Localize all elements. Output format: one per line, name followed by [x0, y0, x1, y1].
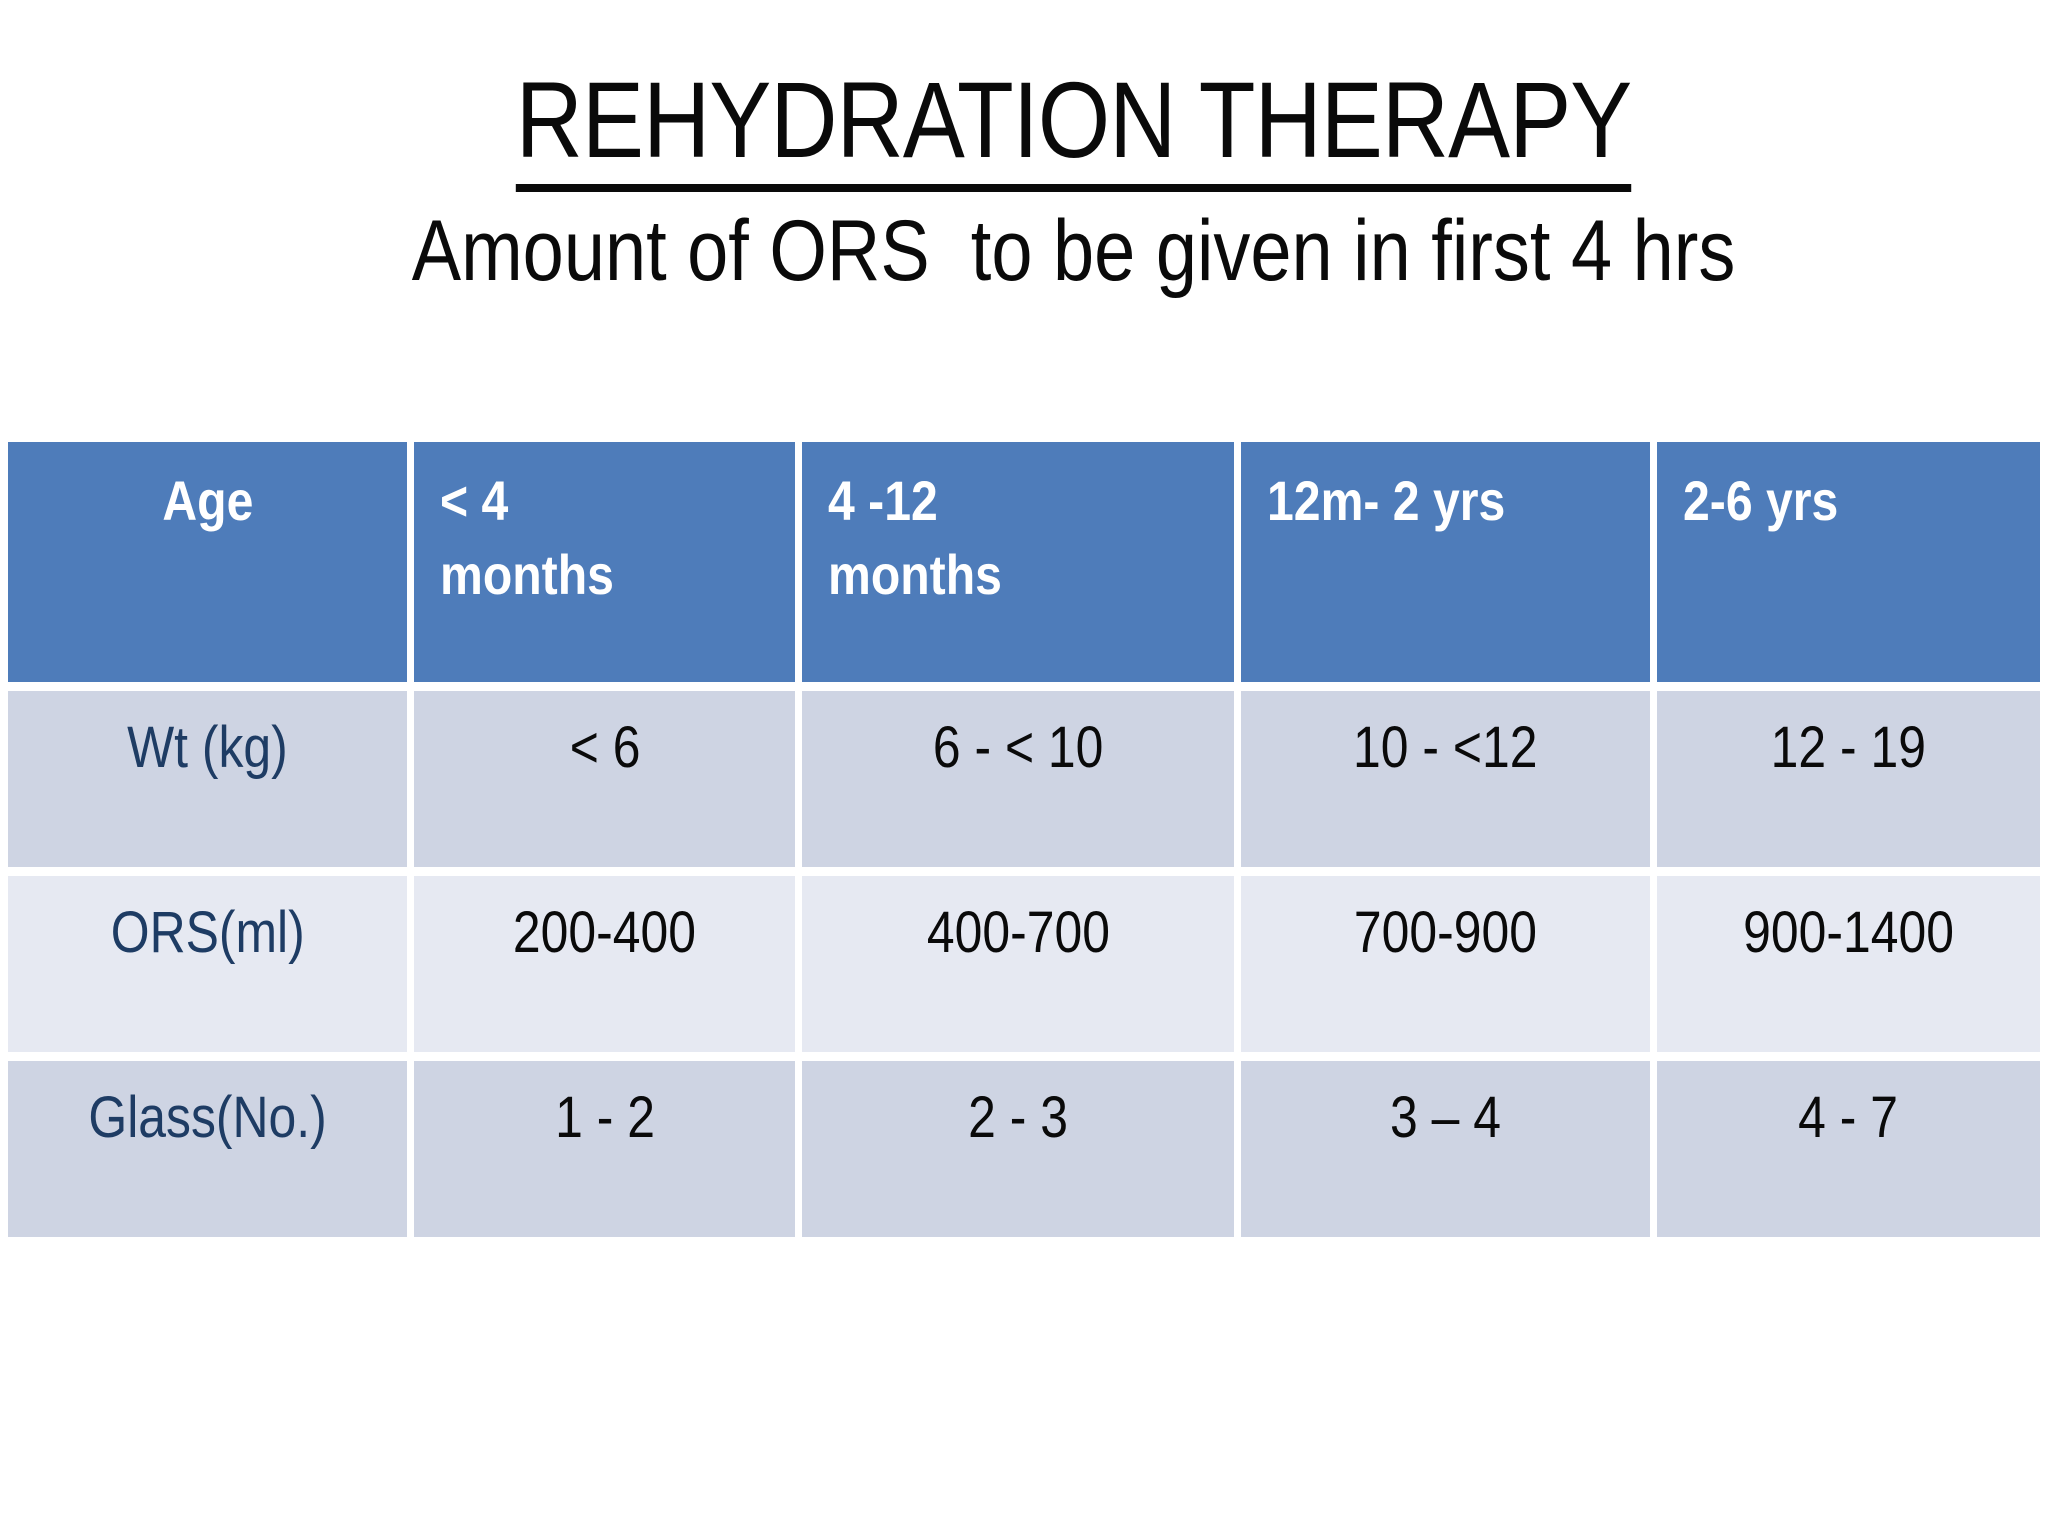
cell-ors-12m-2y: 700-900: [1240, 876, 1650, 1053]
cell-weight-2-6y: 12 - 19: [1656, 691, 2040, 868]
header-cell-age-label: Age: [162, 469, 254, 533]
row-label-weight: Wt (kg): [8, 691, 408, 868]
header-cell-12m-2yrs-label: 12m- 2 yrs: [1266, 469, 1505, 533]
cell-weight-lt4m-text: < 6: [569, 715, 641, 781]
row-label-weight-text: Wt (kg): [127, 715, 288, 781]
ors-dosage-table: Age < 4 months 4 -12 months 12m- 2 yrs 2…: [1, 433, 2047, 1246]
header-cell-2-6yrs: 2-6 yrs: [1656, 442, 2040, 683]
header-cell-age: Age: [8, 442, 408, 683]
row-label-glass: Glass(No.): [8, 1061, 408, 1238]
page-subtitle: Amount of ORS to be given in first 4 hrs: [100, 202, 2048, 301]
cell-glass-2-6y-text: 4 - 7: [1798, 1085, 1899, 1151]
cell-glass-12m-2y-text: 3 – 4: [1389, 1085, 1501, 1151]
cell-ors-2-6y-text: 900-1400: [1743, 900, 1954, 966]
header-cell-4-12-months: 4 -12 months: [802, 442, 1234, 683]
cell-glass-lt4m-text: 1 - 2: [554, 1085, 655, 1151]
cell-weight-12m-2y-text: 10 - <12: [1352, 715, 1538, 781]
cell-glass-2-6y: 4 - 7: [1656, 1061, 2040, 1238]
page-title: REHYDRATION THERAPY: [100, 58, 2048, 193]
cell-weight-4-12m: 6 - < 10: [802, 691, 1234, 868]
cell-ors-4-12m-text: 400-700: [926, 900, 1110, 966]
cell-glass-lt4m: 1 - 2: [414, 1061, 796, 1238]
cell-ors-lt4m: 200-400: [414, 876, 796, 1053]
cell-weight-lt4m: < 6: [414, 691, 796, 868]
header-cell-4-12-months-label: 4 -12 months: [828, 469, 1003, 606]
table-row-glass: Glass(No.) 1 - 2 2 - 3 3 – 4 4 - 7: [8, 1061, 2040, 1238]
cell-ors-12m-2y-text: 700-900: [1353, 900, 1537, 966]
header-cell-lt4-months-label: < 4 months: [440, 469, 615, 606]
cell-weight-12m-2y: 10 - <12: [1240, 691, 1650, 868]
cell-ors-lt4m-text: 200-400: [513, 900, 697, 966]
header-cell-2-6yrs-label: 2-6 yrs: [1682, 469, 1839, 533]
cell-glass-12m-2y: 3 – 4: [1240, 1061, 1650, 1238]
table-header-row: Age < 4 months 4 -12 months 12m- 2 yrs 2…: [8, 442, 2040, 683]
cell-glass-4-12m-text: 2 - 3: [968, 1085, 1068, 1151]
row-label-ors: ORS(ml): [8, 876, 408, 1053]
table-row-weight: Wt (kg) < 6 6 - < 10 10 - <12 12 - 19: [8, 691, 2040, 868]
cell-weight-4-12m-text: 6 - < 10: [932, 715, 1104, 781]
header-cell-lt4-months: < 4 months: [414, 442, 796, 683]
cell-ors-4-12m: 400-700: [802, 876, 1234, 1053]
cell-glass-4-12m: 2 - 3: [802, 1061, 1234, 1238]
cell-ors-2-6y: 900-1400: [1656, 876, 2040, 1053]
row-label-ors-text: ORS(ml): [110, 900, 305, 966]
row-label-glass-text: Glass(No.): [88, 1085, 327, 1151]
table-row-ors: ORS(ml) 200-400 400-700 700-900 900-1400: [8, 876, 2040, 1053]
page-subtitle-text: Amount of ORS to be given in first 4 hrs: [412, 203, 1736, 300]
page-title-text: REHYDRATION THERAPY: [516, 58, 1633, 193]
cell-weight-2-6y-text: 12 - 19: [1770, 715, 1927, 781]
header-cell-12m-2yrs: 12m- 2 yrs: [1240, 442, 1650, 683]
title-block: REHYDRATION THERAPY Amount of ORS to be …: [0, 0, 2048, 301]
